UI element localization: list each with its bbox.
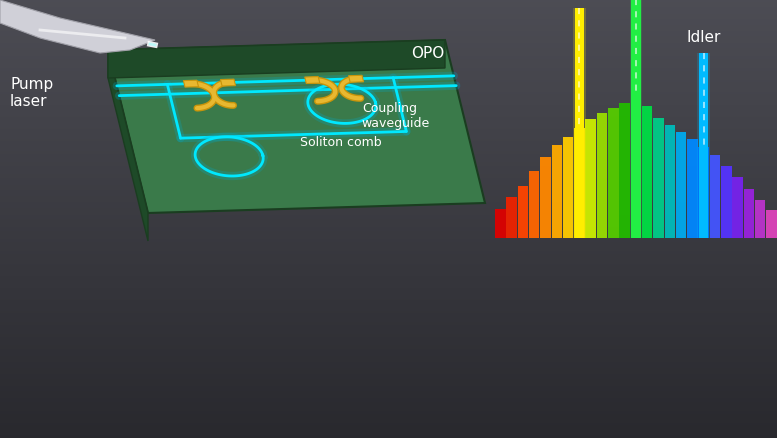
Bar: [631, 93, 641, 238]
Bar: [631, 0, 640, 238]
Bar: [664, 125, 675, 238]
Bar: [495, 209, 506, 238]
Bar: [597, 113, 607, 238]
Text: Soliton comb: Soliton comb: [301, 136, 382, 149]
Bar: [687, 139, 698, 238]
Bar: [676, 132, 686, 238]
Bar: [629, 0, 642, 238]
Polygon shape: [305, 77, 320, 84]
Bar: [619, 103, 630, 238]
Polygon shape: [108, 40, 445, 78]
Bar: [721, 166, 731, 238]
Text: Idler: Idler: [686, 30, 721, 45]
Bar: [653, 118, 664, 238]
Text: Pump
laser: Pump laser: [10, 77, 54, 109]
Bar: [575, 8, 584, 238]
Bar: [552, 145, 562, 238]
Polygon shape: [349, 75, 364, 82]
Bar: [563, 137, 573, 238]
Bar: [507, 198, 517, 238]
Bar: [642, 106, 653, 238]
Polygon shape: [108, 40, 485, 213]
Text: OPO: OPO: [411, 46, 444, 61]
Bar: [709, 155, 720, 238]
Bar: [744, 189, 754, 238]
Bar: [573, 8, 586, 238]
Polygon shape: [183, 80, 198, 87]
Bar: [529, 171, 539, 238]
Polygon shape: [0, 0, 155, 53]
Bar: [699, 53, 709, 238]
Bar: [699, 147, 709, 238]
Bar: [574, 128, 584, 238]
Bar: [585, 119, 596, 238]
Bar: [766, 210, 777, 238]
Bar: [732, 177, 743, 238]
Bar: [540, 157, 551, 238]
Bar: [608, 107, 618, 238]
Bar: [755, 200, 765, 238]
Bar: [698, 53, 710, 238]
Polygon shape: [221, 79, 235, 86]
Text: Coupling
waveguide: Coupling waveguide: [362, 102, 430, 131]
Bar: [517, 186, 528, 238]
Polygon shape: [108, 50, 148, 241]
